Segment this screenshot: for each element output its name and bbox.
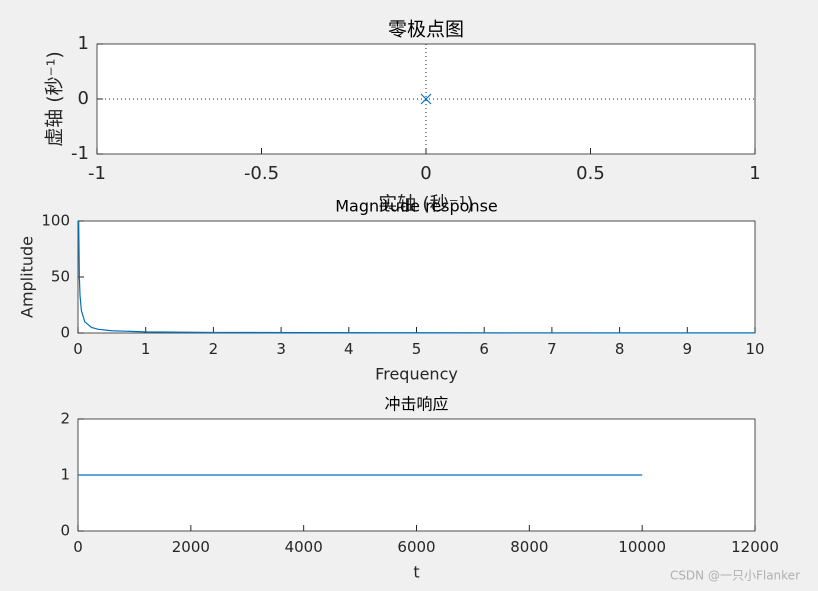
x-tick-label: -0.5 [244, 163, 279, 184]
x-tick-label: 5 [412, 340, 422, 358]
x-tick-label: 1 [141, 340, 151, 358]
x-axis-label: 实轴 (秒⁻¹) [378, 193, 474, 215]
x-tick-label: 0 [420, 163, 431, 184]
y-tick-label: 0 [78, 88, 89, 109]
x-tick-label: 0.5 [576, 163, 605, 184]
x-tick-label: 4 [344, 340, 354, 358]
x-tick-label: 10000 [618, 538, 666, 556]
x-axis-label: t [413, 563, 419, 582]
x-tick-label: 6000 [397, 538, 435, 556]
x-tick-label: -1 [88, 163, 106, 184]
watermark: CSDN @一只小Flanker [670, 569, 800, 583]
y-tick-label: 1 [78, 33, 89, 54]
x-tick-label: 4000 [285, 538, 323, 556]
x-tick-label: 2000 [172, 538, 210, 556]
plot-area [77, 220, 756, 334]
x-tick-label: 7 [547, 340, 557, 358]
x-tick-label: 2 [209, 340, 219, 358]
y-tick-label: -1 [71, 143, 89, 164]
x-tick-label: 3 [276, 340, 286, 358]
x-tick-label: 9 [683, 340, 693, 358]
y-axis-label: 虚轴 (秒⁻¹) [44, 51, 66, 147]
chart-title: 冲击响应 [384, 395, 448, 414]
x-tick-label: 8 [615, 340, 625, 358]
y-tick-label: 1 [60, 466, 70, 484]
pole-marker [420, 93, 432, 105]
y-tick-label: 0 [60, 324, 70, 342]
x-tick-label: 10 [745, 340, 764, 358]
x-tick-label: 1 [749, 163, 760, 184]
y-tick-label: 2 [60, 410, 70, 428]
x-tick-label: 12000 [731, 538, 779, 556]
x-tick-label: 6 [479, 340, 489, 358]
y-tick-label: 50 [51, 268, 70, 286]
x-tick-label: 8000 [510, 538, 548, 556]
x-tick-label: 0 [73, 340, 83, 358]
chart-title: 零极点图 [388, 19, 464, 41]
x-tick-label: 0 [73, 538, 83, 556]
y-tick-label: 0 [60, 522, 70, 540]
line [78, 220, 756, 334]
x-axis-label: Frequency [375, 365, 458, 384]
chart-title: Magnitude response [335, 197, 498, 216]
y-axis-label: Amplitude [18, 236, 37, 318]
y-tick-label: 100 [41, 212, 70, 230]
